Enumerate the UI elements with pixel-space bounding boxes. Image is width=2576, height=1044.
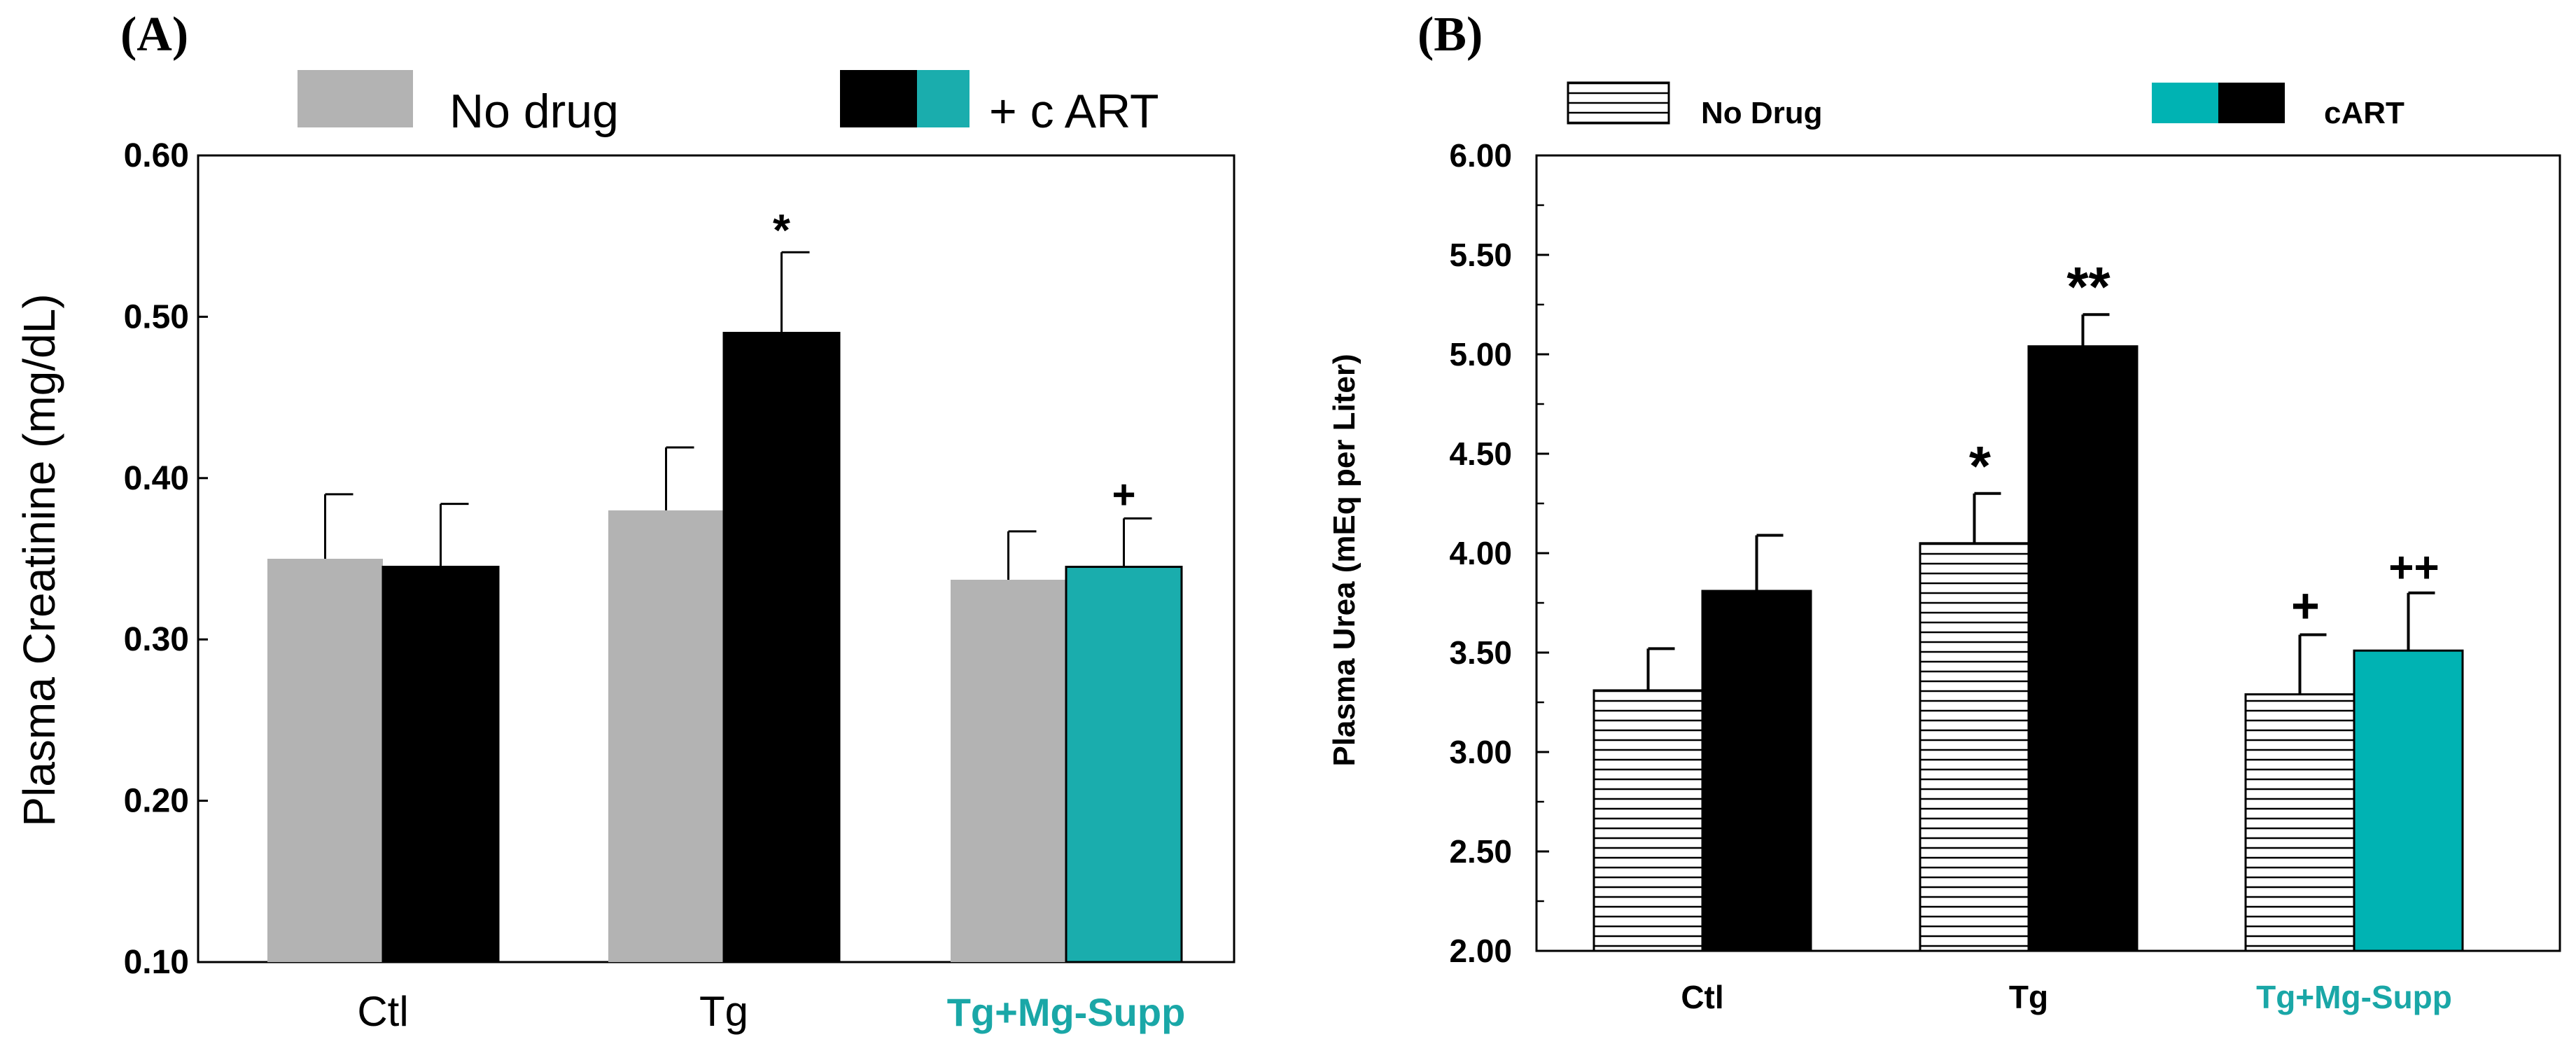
x-tick-label: Ctl: [357, 988, 408, 1035]
bar: [1919, 542, 2030, 952]
y-tick-label: 2.00: [1449, 933, 1512, 969]
legend-swatch-cart-black: [840, 70, 917, 127]
x-ticks-a: Ctl Tg Tg+Mg-Supp: [357, 988, 1185, 1035]
legend-label-no-drug: No drug: [449, 85, 619, 138]
legend-swatch-cart-teal-b: [2152, 83, 2218, 123]
significance-marker: *: [773, 205, 790, 256]
y-ticks-a: 0.10 0.20 0.30 0.40 0.50 0.60: [124, 137, 208, 981]
y-tick-label: 0.40: [124, 460, 189, 497]
bars-b: [1592, 313, 2464, 952]
y-tick-label: 2.50: [1449, 833, 1512, 870]
y-ticks-b: 2.00 2.50 3.00 3.50 4.00 4.50 5.00 5.50 6.00: [1449, 137, 1549, 969]
legend-label-cart: + c ART: [989, 85, 1159, 138]
y-tick-label: 4.00: [1449, 535, 1512, 571]
panel-b: (B) Plasma Urea (mEq per Liter) No Drug …: [1327, 8, 2561, 1015]
x-tick-label: Tg: [2009, 979, 2048, 1015]
bar: [2244, 693, 2356, 952]
x-tick-label: Ctl: [1681, 979, 1723, 1015]
y-tick-label: 0.50: [124, 298, 189, 335]
legend-swatch-no-drug: [298, 70, 413, 127]
y-tick-label: 0.20: [124, 783, 189, 820]
y-tick-label: 3.00: [1449, 734, 1512, 770]
bar: [2027, 345, 2138, 952]
significance-marker: **: [2066, 256, 2110, 318]
x-tick-label: Tg+Mg-Supp: [2256, 979, 2452, 1015]
bar: [2353, 649, 2464, 952]
legend-a: No drug + c ART: [298, 70, 1159, 138]
bars-a: [267, 251, 1183, 963]
y-tick-label: 0.30: [124, 621, 189, 658]
annotations-a: *+: [773, 205, 1135, 517]
y-tick-label: 6.00: [1449, 137, 1512, 174]
y-tick-label: 5.50: [1449, 237, 1512, 273]
legend-swatch-cart-teal: [917, 70, 969, 127]
bar: [1065, 566, 1183, 963]
bar: [382, 566, 500, 963]
x-ticks-b: Ctl Tg Tg+Mg-Supp: [1681, 979, 2452, 1015]
significance-marker: +: [1112, 472, 1136, 517]
panel-a: (A) Plasma Creatinine (mg/dL) No drug + …: [14, 8, 1236, 1035]
bar: [267, 559, 383, 962]
panel-label-a: (A): [120, 8, 188, 62]
bar: [1701, 590, 1812, 952]
legend-swatch-no-drug-b: [1567, 81, 1670, 125]
bar: [722, 331, 841, 963]
y-tick-label: 0.60: [124, 137, 189, 174]
y-axis-label-b: Plasma Urea (mEq per Liter): [1327, 354, 1362, 766]
x-tick-label: Tg+Mg-Supp: [947, 990, 1186, 1034]
y-tick-label: 0.10: [124, 944, 189, 981]
y-tick-label: 5.00: [1449, 336, 1512, 373]
x-tick-label: Tg: [699, 988, 748, 1035]
y-tick-label: 4.50: [1449, 436, 1512, 472]
bar: [608, 510, 724, 962]
legend-label-cart-b: cART: [2324, 96, 2404, 130]
significance-marker: ++: [2388, 543, 2439, 592]
panel-label-b: (B): [1418, 8, 1483, 62]
significance-marker: +: [2291, 578, 2320, 633]
legend-label-no-drug-b: No Drug: [1701, 96, 1823, 130]
bar: [1592, 689, 1704, 952]
legend-b: No Drug cART: [1567, 81, 2404, 130]
y-tick-label: 3.50: [1449, 634, 1512, 671]
significance-marker: *: [1969, 435, 1991, 497]
legend-swatch-cart-black-b: [2218, 83, 2285, 123]
annotations-b: ***+++: [1969, 256, 2440, 633]
bar: [951, 579, 1066, 962]
y-axis-label-a: Plasma Creatinine (mg/dL): [14, 293, 64, 826]
